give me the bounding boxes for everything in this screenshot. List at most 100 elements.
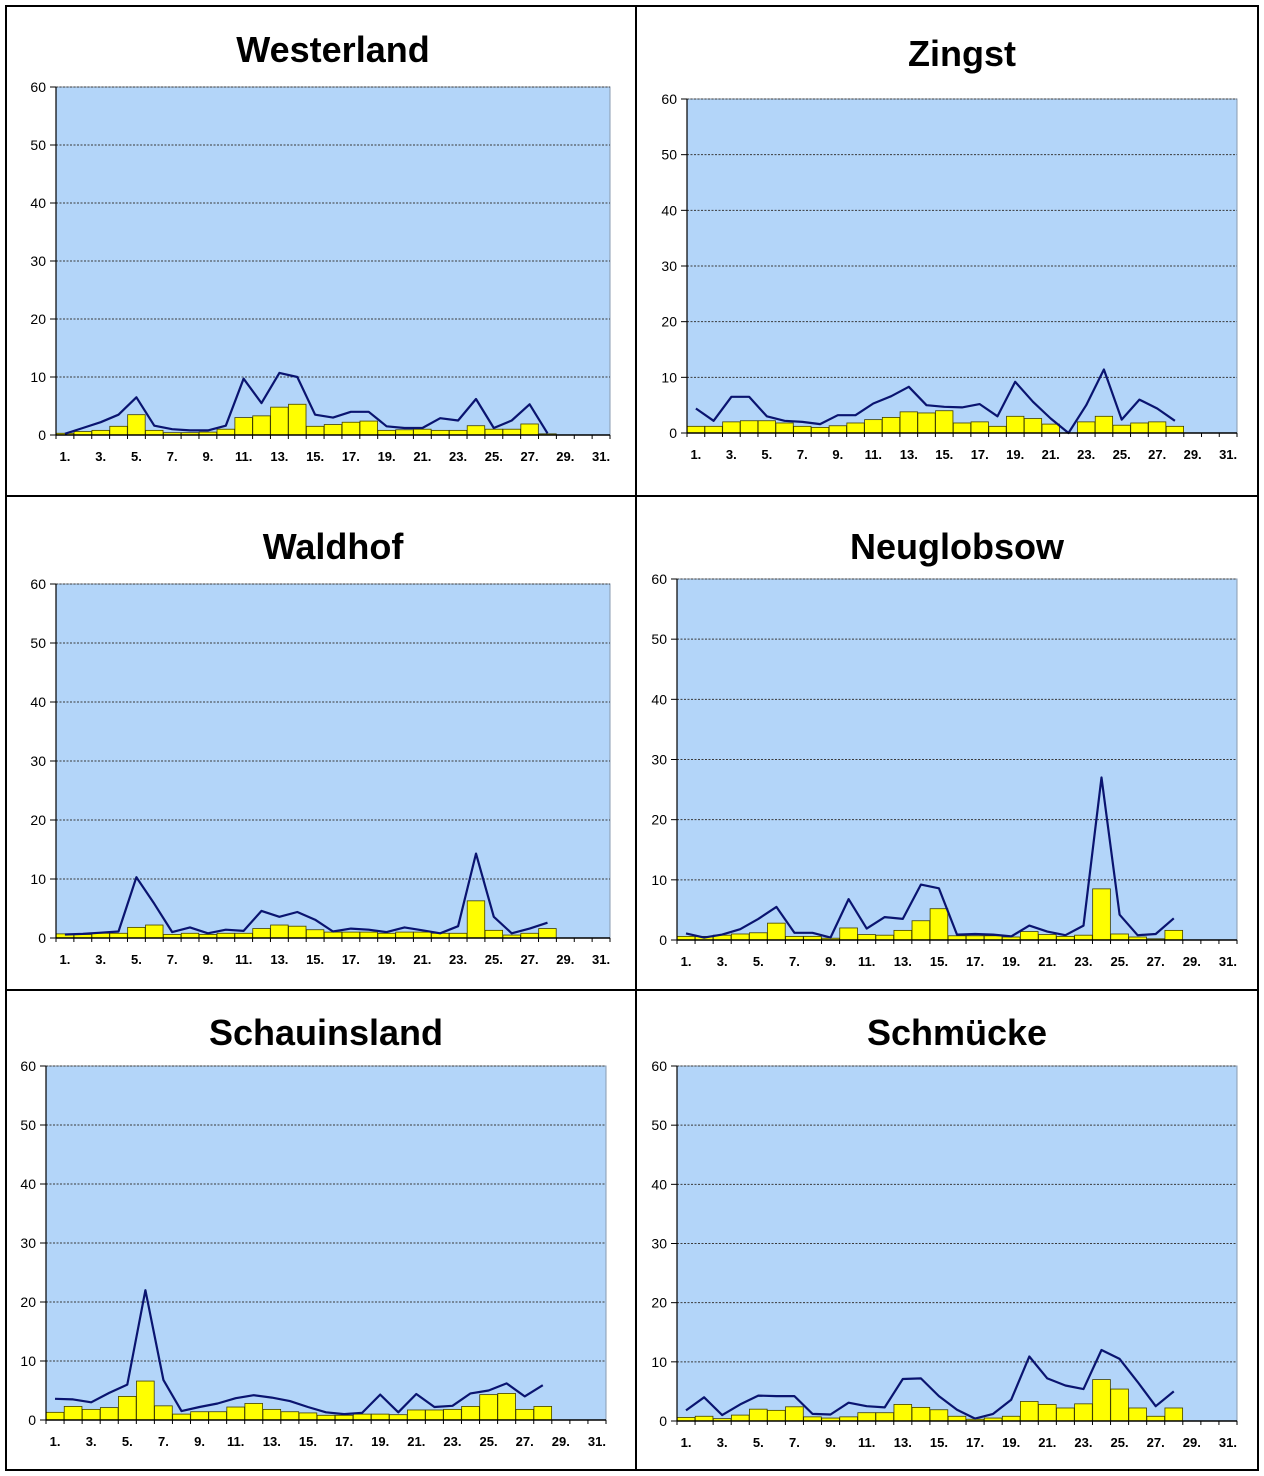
bar	[686, 425, 705, 434]
bar	[1110, 933, 1129, 941]
table-border-row1	[5, 495, 1259, 497]
y-tick-label: 40	[30, 195, 46, 211]
bar	[875, 1412, 894, 1422]
bar	[127, 926, 146, 939]
bar	[502, 428, 521, 436]
x-tick-label: 9.	[194, 1434, 205, 1449]
x-tick-label: 27.	[1148, 447, 1166, 462]
bar	[1038, 934, 1057, 941]
x-tick-label: 3.	[95, 952, 106, 967]
line-series	[54, 1289, 544, 1416]
bar	[935, 410, 954, 434]
bar	[704, 425, 723, 434]
x-tick-label: 31.	[1219, 954, 1237, 969]
x-tick-label: 15.	[306, 952, 324, 967]
x-tick-label: 19.	[1002, 1435, 1020, 1450]
bar	[988, 425, 1007, 434]
y-tick-label: 30	[20, 1235, 36, 1251]
line-series	[64, 371, 549, 435]
x-tick-label: 5.	[761, 447, 772, 462]
chart-schauinsland: Schauinsland 0 10 20 30 40 50 60 1. 3. 5. 7. 9. 11. 13…	[6, 991, 636, 1470]
x-tick-label: 11.	[227, 1434, 244, 1449]
x-tick-label: 13.	[270, 952, 288, 967]
bar	[45, 1411, 65, 1421]
table-border-row2	[5, 989, 1259, 991]
x-tick-label: 7.	[789, 954, 800, 969]
bar	[749, 1408, 768, 1422]
x-tick-label: 27.	[521, 449, 539, 464]
bar	[341, 931, 361, 939]
bar	[154, 1405, 173, 1421]
bar	[305, 425, 325, 436]
x-tick-label: 31.	[592, 449, 610, 464]
bar	[1020, 1401, 1039, 1422]
x-tick-label: 1.	[681, 1435, 692, 1450]
bar	[216, 428, 235, 436]
chart-title: Westerland	[236, 29, 429, 70]
bar	[145, 924, 164, 939]
bar	[911, 920, 931, 941]
bar	[1038, 1404, 1057, 1422]
x-tick-label: 5.	[122, 1434, 133, 1449]
bar	[740, 420, 759, 434]
bar	[533, 1406, 553, 1421]
bar	[127, 414, 146, 436]
chart-title: Schauinsland	[209, 1012, 443, 1053]
bar	[226, 1406, 245, 1421]
bar	[484, 929, 503, 939]
bar	[1074, 1403, 1093, 1422]
y-tick-label: 60	[651, 571, 667, 587]
x-tick-label: 9.	[825, 1435, 836, 1450]
bar	[1041, 423, 1060, 434]
y-tick-label: 20	[20, 1294, 36, 1310]
x-tick-label: 11.	[858, 1435, 875, 1450]
x-tick-label: 15.	[935, 447, 953, 462]
chart-svg: Schauinsland 0 10 20 30 40 50 60 1. 3. 5. 7. 9. 11. 13…	[20, 1012, 607, 1449]
bar	[63, 1406, 83, 1421]
x-tick-label: 27.	[521, 952, 539, 967]
bar	[793, 425, 812, 434]
x-tick-label: 17.	[966, 954, 984, 969]
bar	[757, 420, 776, 434]
y-tick-label: 50	[30, 137, 46, 153]
line-series	[695, 368, 1176, 435]
bar	[136, 1380, 155, 1421]
x-tick-label: 3.	[717, 1435, 728, 1450]
chart-svg: Neuglobsow 0 10 20 30 40 50 60 1. 3. 5. 7. 9. 11. 13. 1…	[651, 526, 1238, 969]
x-tick-label: 19.	[378, 952, 396, 967]
bar	[395, 931, 414, 939]
x-tick-label: 5.	[131, 449, 142, 464]
bar	[389, 1414, 408, 1421]
y-tick-label: 0	[38, 427, 46, 443]
bar	[99, 1407, 119, 1421]
bar	[1128, 1407, 1147, 1422]
y-tick-label: 60	[651, 1058, 667, 1074]
bar	[767, 922, 786, 941]
x-tick-label: 25.	[485, 952, 503, 967]
y-tick-label: 60	[20, 1058, 36, 1074]
y-tick-label: 20	[30, 812, 46, 828]
chart-zingst: Zingst 0 10 20 30 40 50 60 1. 3. 5. 7. 9. 11. 13. 15. 17…	[637, 6, 1258, 496]
x-tick-label: 17.	[966, 1435, 984, 1450]
chart-westerland: Westerland 0 10 20 30 40 50 60 1. 3. 5. 7. 9. 11. 13. 1…	[6, 6, 636, 496]
bar	[1148, 421, 1167, 434]
bar	[767, 1409, 786, 1422]
y-tick-label: 0	[659, 1413, 667, 1429]
bar	[466, 425, 486, 436]
y-tick-label: 20	[661, 314, 677, 330]
x-tick-label: 21.	[413, 449, 431, 464]
y-tick-label: 50	[651, 631, 667, 647]
y-tick-label: 60	[30, 576, 46, 592]
x-tick-label: 23.	[1074, 1435, 1092, 1450]
y-tick-label: 10	[651, 872, 667, 888]
bar	[359, 420, 378, 436]
x-tick-label: 29.	[1183, 1435, 1201, 1450]
bar	[952, 422, 972, 434]
x-tick-label: 23.	[449, 952, 467, 967]
x-tick-label: 3.	[717, 954, 728, 969]
y-tick-label: 10	[651, 1354, 667, 1370]
bar	[305, 929, 325, 939]
x-tick-label: 13.	[894, 954, 912, 969]
bar	[352, 1413, 372, 1421]
x-tick-label: 9.	[825, 954, 836, 969]
